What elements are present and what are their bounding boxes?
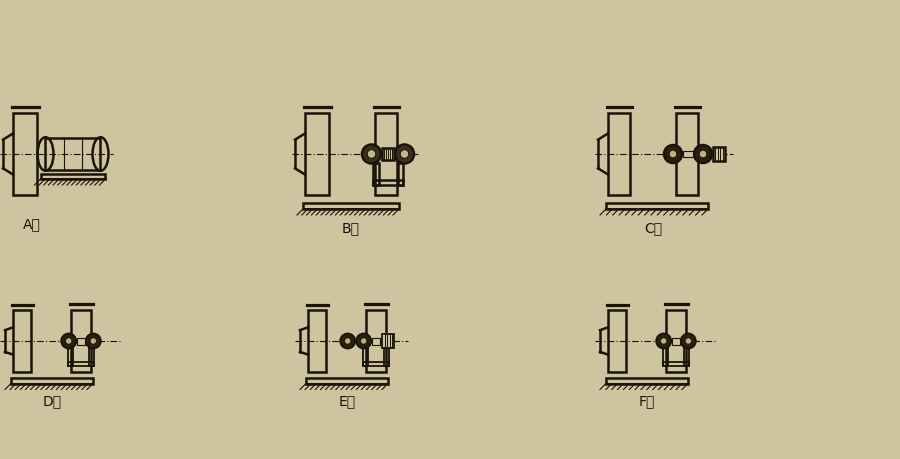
Circle shape (699, 150, 707, 158)
Circle shape (367, 150, 376, 158)
Bar (68, 362, 94, 365)
Circle shape (61, 334, 76, 348)
Bar (608, 113, 630, 195)
Bar (713, 147, 725, 161)
Bar (608, 310, 626, 372)
Circle shape (340, 334, 356, 348)
Bar (663, 347, 668, 365)
Bar (398, 162, 403, 185)
Bar (71, 310, 91, 372)
Bar (306, 378, 388, 384)
Bar (672, 337, 680, 345)
Bar (683, 151, 693, 157)
Text: C式: C式 (644, 221, 662, 235)
Bar (606, 378, 688, 384)
Bar (676, 113, 698, 195)
Bar (363, 347, 368, 365)
Text: B式: B式 (342, 221, 360, 235)
Bar (305, 113, 329, 195)
Circle shape (356, 334, 371, 348)
Bar (46, 138, 101, 170)
Bar (13, 310, 31, 372)
Bar (77, 337, 85, 345)
Bar (11, 378, 93, 384)
Circle shape (362, 145, 381, 163)
Circle shape (90, 338, 96, 344)
Bar (89, 347, 94, 365)
Text: D式: D式 (42, 394, 61, 408)
Text: E式: E式 (338, 394, 356, 408)
Bar (384, 347, 389, 365)
Bar (303, 203, 399, 209)
Bar (68, 347, 73, 365)
Bar (366, 310, 386, 372)
Circle shape (670, 150, 677, 158)
Circle shape (66, 338, 72, 344)
Bar (372, 337, 380, 345)
Bar (375, 113, 397, 195)
Circle shape (395, 145, 414, 163)
Bar (40, 174, 105, 179)
Circle shape (400, 150, 409, 158)
Circle shape (664, 145, 682, 163)
Bar (13, 113, 37, 195)
Bar (663, 362, 689, 365)
Bar (363, 362, 389, 365)
Text: A式: A式 (23, 217, 41, 231)
Circle shape (86, 334, 101, 348)
Circle shape (345, 338, 351, 344)
Bar (606, 203, 708, 209)
Bar (684, 347, 689, 365)
Bar (373, 180, 403, 185)
Bar (308, 310, 326, 372)
Bar (373, 162, 379, 185)
Circle shape (656, 334, 671, 348)
Circle shape (685, 338, 691, 344)
Circle shape (361, 338, 367, 344)
Bar (382, 334, 394, 348)
Circle shape (680, 334, 696, 348)
Circle shape (694, 145, 712, 163)
Text: F式: F式 (639, 394, 655, 408)
Bar (382, 148, 394, 160)
Circle shape (661, 338, 667, 344)
Bar (666, 310, 686, 372)
